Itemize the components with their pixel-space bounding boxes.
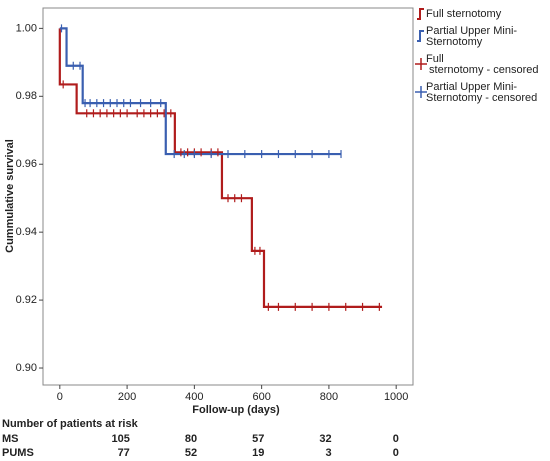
- risk-row-label: MS: [2, 433, 19, 445]
- risk-row-label: PUMS: [2, 447, 34, 459]
- risk-value: 0: [393, 447, 399, 459]
- y-axis-label: Cummulative survival: [4, 139, 16, 253]
- risk-value: 52: [185, 447, 197, 459]
- y-tick-label: 1.00: [16, 22, 37, 34]
- survival-line: [59, 27, 342, 156]
- risk-table-title: Number of patients at risk: [2, 418, 139, 430]
- plot-frame: [42, 7, 414, 386]
- y-tick-label: 0.90: [16, 362, 37, 374]
- risk-value: 19: [252, 447, 264, 459]
- y-tick-label: 0.92: [16, 294, 37, 306]
- risk-value: 80: [185, 433, 197, 445]
- risk-value: 77: [118, 447, 130, 459]
- x-tick-label: 400: [185, 391, 203, 403]
- x-tick-label: 1000: [384, 391, 408, 403]
- y-tick-label: 0.94: [16, 226, 37, 238]
- risk-value: 32: [319, 433, 331, 445]
- legend-icon: [417, 30, 424, 42]
- legend-icon: [417, 8, 424, 20]
- risk-value: 105: [111, 433, 129, 445]
- legend-label: Partial Upper Mini-Sternotomy: [426, 25, 517, 48]
- x-axis-label: Follow-up (days): [192, 404, 280, 416]
- risk-value: 0: [393, 433, 399, 445]
- x-tick-label: 0: [57, 391, 63, 403]
- y-tick-label: 0.98: [16, 90, 37, 102]
- survival-line: [58, 28, 383, 308]
- legend-label: Full sternotomy: [426, 8, 502, 20]
- y-tick-label: 0.96: [16, 158, 37, 170]
- x-tick-label: 200: [118, 391, 136, 403]
- x-tick-label: 800: [320, 391, 338, 403]
- legend-label: Full sternotomy - censored: [426, 53, 539, 76]
- risk-value: 57: [252, 433, 264, 445]
- risk-value: 3: [326, 447, 332, 459]
- legend-label: Partial Upper Mini-Sternotomy - censored: [426, 81, 537, 104]
- x-tick-label: 600: [252, 391, 270, 403]
